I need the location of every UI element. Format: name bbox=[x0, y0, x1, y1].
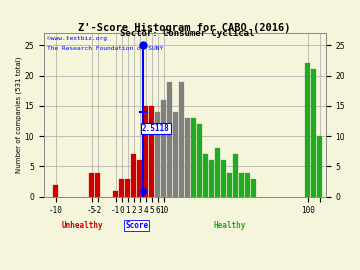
Bar bbox=[233, 154, 238, 197]
Bar bbox=[173, 112, 179, 197]
Bar bbox=[125, 178, 130, 197]
Bar bbox=[179, 82, 184, 197]
Text: ©www.textbiz.org: ©www.textbiz.org bbox=[47, 36, 107, 41]
Bar bbox=[239, 173, 244, 197]
Bar bbox=[203, 154, 208, 197]
Text: 2.5118: 2.5118 bbox=[142, 124, 170, 133]
Bar bbox=[221, 160, 226, 197]
Bar bbox=[209, 160, 215, 197]
Bar bbox=[149, 106, 154, 197]
Bar bbox=[197, 124, 202, 197]
Bar bbox=[95, 173, 100, 197]
Bar bbox=[185, 118, 190, 197]
Bar bbox=[131, 154, 136, 197]
Bar bbox=[161, 100, 166, 197]
Bar bbox=[215, 148, 220, 197]
Bar bbox=[155, 112, 161, 197]
Bar bbox=[227, 173, 233, 197]
Text: Unhealthy: Unhealthy bbox=[62, 221, 103, 230]
Bar bbox=[167, 82, 172, 197]
Bar bbox=[311, 69, 316, 197]
Bar bbox=[317, 136, 323, 197]
Title: Z'-Score Histogram for CABO (2016): Z'-Score Histogram for CABO (2016) bbox=[78, 23, 291, 33]
Bar bbox=[53, 185, 58, 197]
Y-axis label: Number of companies (531 total): Number of companies (531 total) bbox=[15, 57, 22, 173]
Text: Healthy: Healthy bbox=[213, 221, 246, 230]
Bar bbox=[89, 173, 94, 197]
Bar bbox=[245, 173, 251, 197]
Bar bbox=[143, 106, 148, 197]
Bar bbox=[305, 63, 310, 197]
Bar bbox=[251, 178, 256, 197]
Text: Sector: Consumer Cyclical: Sector: Consumer Cyclical bbox=[120, 29, 255, 38]
Bar bbox=[113, 191, 118, 197]
Text: Score: Score bbox=[125, 221, 148, 230]
Bar bbox=[137, 160, 143, 197]
Bar bbox=[119, 178, 125, 197]
Text: The Research Foundation of SUNY: The Research Foundation of SUNY bbox=[47, 46, 163, 52]
Bar bbox=[191, 118, 197, 197]
